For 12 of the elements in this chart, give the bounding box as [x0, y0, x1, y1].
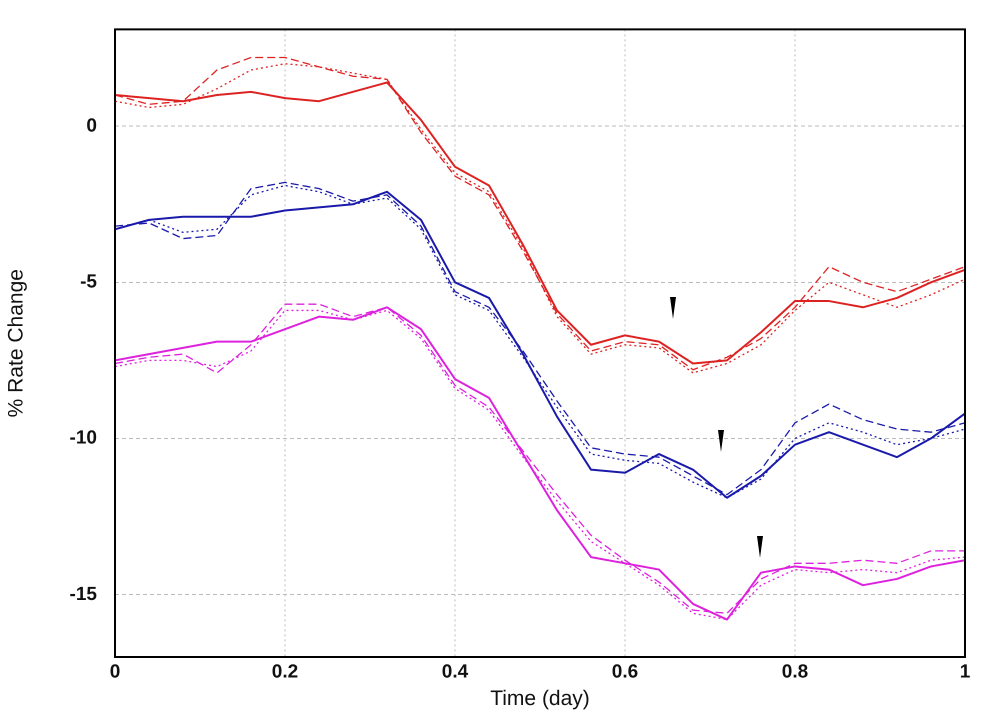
y-tick-label: -15 [70, 584, 98, 605]
x-tick-label: 0.4 [442, 662, 469, 683]
x-tick-label: 0 [110, 662, 120, 683]
y-tick-label: 0 [86, 115, 97, 136]
x-tick-label: 1 [960, 662, 971, 683]
x-tick-label: 0.2 [272, 662, 298, 683]
x-tick-label: 0.6 [612, 662, 638, 683]
y-tick-label: -5 [80, 272, 98, 293]
y-tick-label: -10 [70, 428, 97, 449]
x-tick-label: 0.8 [782, 662, 808, 683]
x-axis-title: Time (day) [490, 687, 590, 710]
y-axis-title: % Rate Change [4, 269, 28, 418]
